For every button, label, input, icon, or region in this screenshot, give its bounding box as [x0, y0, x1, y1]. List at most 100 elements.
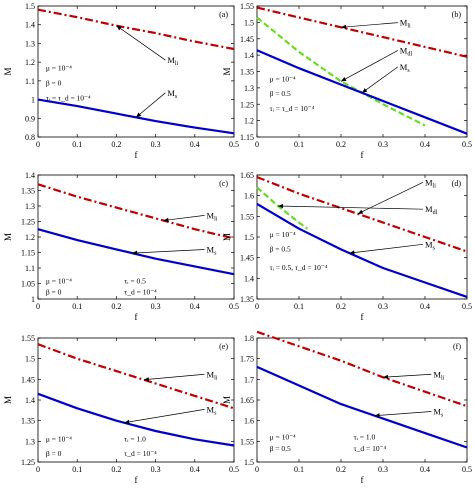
parameter-annotation: τᵢ = 1.0	[124, 434, 146, 443]
x-tick-label: 0.1	[294, 302, 304, 311]
y-tick-label: 1.55	[21, 334, 35, 343]
x-tick-label: 0.2	[111, 140, 121, 149]
x-tick-label: 0.4	[420, 140, 430, 149]
x-tick-label: 0.2	[336, 140, 346, 149]
series-line-m-s	[37, 392, 235, 447]
y-tick-label: 1.2	[25, 233, 35, 242]
y-axis-label: M	[222, 233, 232, 241]
x-tick-label: 0	[255, 302, 259, 311]
y-tick-label: 1.4	[25, 396, 35, 405]
y-axis-label: M	[3, 396, 13, 404]
panel-label: (a)	[219, 10, 228, 19]
x-tick-label: 0.5	[462, 465, 472, 474]
callout-arrow-head	[357, 209, 364, 214]
y-tick-label: 1.3	[25, 202, 35, 211]
series-label: Ms	[433, 406, 444, 418]
x-tick-label: 0.1	[72, 140, 82, 149]
y-tick-label: 1.65	[240, 396, 254, 405]
y-tick-label: 1.3	[244, 84, 254, 93]
parameter-annotation: μ = 10⁻⁴	[46, 277, 72, 286]
parameter-annotation: β = 0	[46, 449, 62, 458]
callout-arrow-line	[143, 373, 205, 381]
x-tick-label: 0.4	[190, 465, 200, 474]
callout-arrow-head	[116, 25, 122, 31]
callout-arrow-line	[349, 243, 424, 254]
parameter-annotation: μ = 10⁻⁴	[46, 434, 72, 443]
x-tick-label: 0	[36, 140, 40, 149]
x-tick-label: 0.1	[294, 140, 304, 149]
parameter-annotation: τᵢ = τ_d = 10⁻⁴	[46, 94, 91, 103]
parameter-annotation: μ = 10⁻⁴	[46, 64, 72, 73]
x-tick-label: 0.5	[229, 465, 239, 474]
series-label: Ms	[207, 404, 218, 416]
y-tick-label: 1.8	[244, 334, 254, 343]
y-tick-label: 1.25	[21, 458, 35, 467]
series-line-m-dl	[256, 186, 309, 230]
parameter-annotation: β = 0.5	[270, 89, 291, 98]
parameter-annotation: τᵢ = 1.0	[354, 432, 376, 441]
y-tick-label: 1.1	[25, 77, 35, 86]
series-label: Mli	[167, 55, 178, 67]
y-tick-label: 1.75	[240, 355, 254, 364]
x-tick-label: 0	[255, 140, 259, 149]
callout-arrow-line	[163, 215, 205, 221]
chart-panel-2: 0 0.1 0.2 0.3 0.4 0.51.151.21.251.31.351.41.4…	[222, 2, 472, 160]
x-tick-label: 0.1	[294, 465, 304, 474]
chart-panel-1: 0 0.1 0.2 0.3 0.4 0.5 0.8 0.9 1 1.1 1.2 1.3 1.4 1.5 f M…	[3, 2, 239, 160]
panel-label: (b)	[452, 10, 462, 19]
parameter-annotation: β = 0	[46, 79, 62, 88]
chart-panel-3: 0 0.1 0.2 0.3 0.4 0.5 1 1.05 1.1 1.15 1.2 1.25 1.3 1.…	[3, 171, 239, 322]
series-line-m-dl	[256, 16, 426, 127]
parameter-annotation: τᵢ = τ_d = 10⁻⁴	[270, 104, 315, 113]
x-axis-label: f	[135, 150, 138, 160]
x-tick-label: 0.3	[378, 465, 388, 474]
parameter-annotation: μ = 10⁻⁴	[270, 74, 296, 83]
y-tick-label: 1.4	[244, 51, 254, 60]
x-tick-label: 0	[255, 465, 259, 474]
callout-arrow-line	[340, 50, 398, 82]
callout-arrow-line	[357, 182, 424, 215]
callout-arrow-head	[143, 377, 150, 382]
callout-arrow-line	[124, 409, 205, 424]
callout-arrow-head	[136, 112, 142, 118]
y-tick-label: 1.6	[244, 192, 254, 201]
series-line-m-s	[37, 98, 235, 135]
series-line-m-li	[37, 343, 235, 410]
series-label: Ms	[400, 62, 411, 74]
y-tick-label: 0.8	[25, 133, 35, 142]
parameter-annotation: τ_d = 10⁻⁴	[124, 449, 157, 458]
callout-arrow-line	[340, 22, 398, 28]
y-tick-label: 1.4	[244, 274, 254, 283]
series-line-m-li	[37, 183, 235, 240]
chart-panel-5: 0 0.1 0.2 0.3 0.4 0.5 1.25 1.3 1.35 1.4 1.45 1.5 1.5…	[3, 334, 239, 485]
x-tick-label: 0.2	[111, 302, 121, 311]
chart-panel-6: 0 0.1 0.2 0.3 0.4 0.5 1.5 1.55 1.6 1.65 1.7 1.75 1.8…	[222, 330, 472, 485]
y-tick-label: 1.65	[240, 171, 254, 180]
x-axis-label: f	[135, 475, 138, 485]
y-tick-label: 1.45	[21, 375, 35, 384]
y-tick-label: 1.4	[25, 171, 35, 180]
callout-arrow-line	[277, 205, 424, 210]
y-tick-label: 1.2	[25, 58, 35, 67]
y-tick-label: 1.25	[240, 100, 254, 109]
x-tick-label: 0.3	[151, 140, 161, 149]
x-tick-label: 0	[36, 302, 40, 311]
series-label: Mdl	[425, 204, 438, 216]
x-axis-label: f	[361, 150, 364, 160]
series-line-m-s	[256, 365, 468, 449]
x-tick-label: 0.5	[229, 140, 239, 149]
y-tick-label: 1	[31, 295, 35, 304]
parameter-annotation: β = 0.5	[270, 444, 291, 453]
y-tick-label: 1.15	[21, 249, 35, 258]
series-label: Mli	[207, 369, 218, 381]
y-axis-label: M	[222, 67, 232, 75]
series-label: Mli	[425, 177, 436, 189]
panel-label: (f)	[453, 342, 461, 351]
y-tick-label: 1.3	[25, 39, 35, 48]
y-tick-label: 1.15	[240, 133, 254, 142]
x-tick-label: 0.4	[190, 140, 200, 149]
x-tick-label: 0.1	[72, 465, 82, 474]
y-tick-label: 1.55	[240, 2, 254, 11]
y-tick-label: 1.5	[25, 2, 35, 11]
